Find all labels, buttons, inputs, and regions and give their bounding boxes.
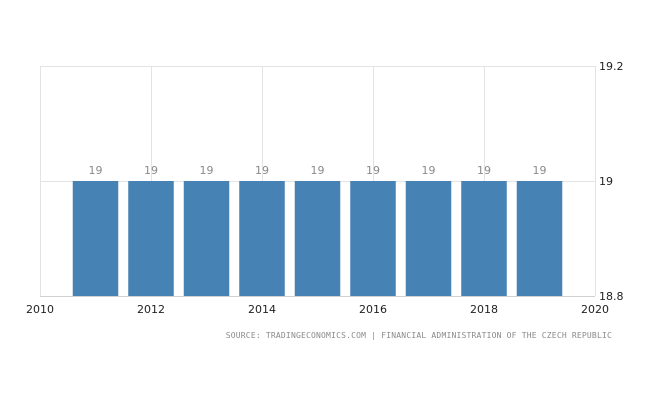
bar — [183, 181, 230, 296]
bar-data-label: 19 — [311, 164, 325, 177]
bar-data-label: 19 — [477, 164, 491, 177]
y-tick-label: 19.2 — [599, 60, 624, 73]
bar — [128, 181, 174, 296]
bar-data-label: 19 — [366, 164, 380, 177]
bar-data-label: 19 — [89, 164, 103, 177]
bar-data-label: 19 — [533, 164, 547, 177]
bar — [405, 181, 452, 296]
x-tick-label: 2010 — [26, 303, 54, 316]
bar-data-label: 19 — [422, 164, 436, 177]
y-tick-label: 18.8 — [599, 290, 624, 303]
x-axis-ticks: 2010 2012 2014 2016 2018 2020 — [26, 303, 609, 316]
y-axis-ticks: 18.8 19 19.2 — [599, 60, 624, 303]
x-tick-label: 2012 — [137, 303, 165, 316]
bar — [72, 181, 119, 296]
bar-data-label: 19 — [200, 164, 214, 177]
x-tick-label: 2018 — [470, 303, 498, 316]
bars — [72, 181, 563, 296]
source-note: SOURCE: TRADINGECONOMICS.COM | FINANCIAL… — [225, 331, 612, 340]
x-tick-label: 2020 — [581, 303, 609, 316]
data-labels: 19 19 19 19 19 19 19 19 19 — [89, 164, 547, 177]
y-tick-label: 19 — [599, 175, 613, 188]
bar — [350, 181, 396, 296]
x-tick-label: 2016 — [359, 303, 387, 316]
bar-data-label: 19 — [255, 164, 269, 177]
bar — [294, 181, 341, 296]
bar — [461, 181, 507, 296]
x-tick-label: 2014 — [248, 303, 276, 316]
bar — [516, 181, 563, 296]
bar — [239, 181, 285, 296]
bar-data-label: 19 — [144, 164, 158, 177]
